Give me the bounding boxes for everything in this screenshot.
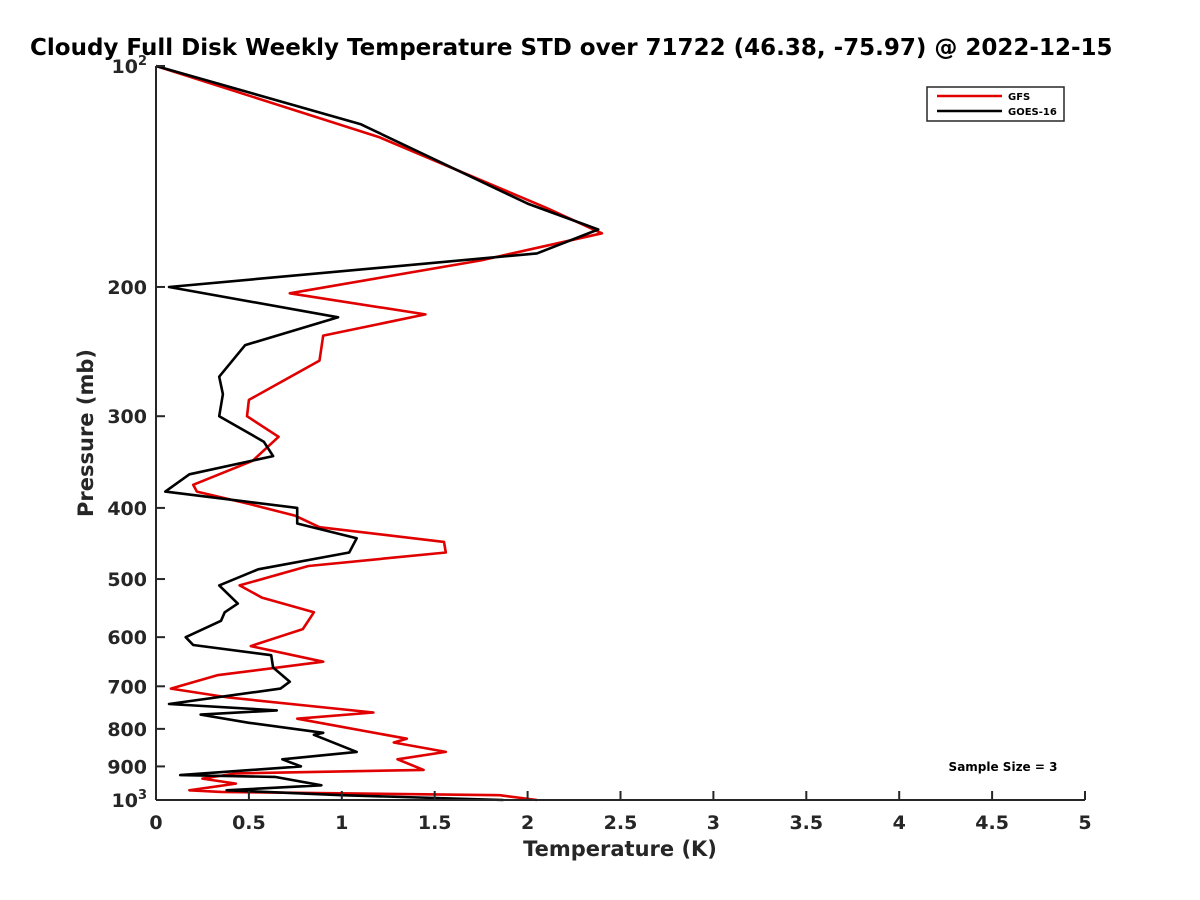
x-tick-label: 5 — [1078, 812, 1091, 834]
tick-labels: 0 0.5 1 1.5 2 2.5 3 3.5 4 4.5 5 102 200 300 400 500 600 7… — [107, 54, 1091, 834]
y-axis-label: Pressure (mb) — [74, 349, 98, 517]
axes — [155, 65, 1086, 801]
y-tick-label: 600 — [107, 627, 147, 649]
y-tick-label: 800 — [107, 719, 147, 741]
x-tick-label: 3.5 — [789, 812, 823, 834]
y-tick-label: 900 — [107, 756, 147, 778]
y-tick-label: 102 — [112, 54, 148, 78]
y-tick-label: 500 — [107, 569, 147, 591]
series-layer — [155, 64, 604, 802]
x-tick-label: 0 — [149, 812, 162, 834]
x-tick-label: 0.5 — [232, 812, 266, 834]
legend-label: GOES-16 — [1008, 107, 1057, 118]
chart-title: Cloudy Full Disk Weekly Temperature STD … — [30, 35, 1113, 61]
legend-label: GFS — [1008, 92, 1030, 103]
series-line-goes-16 — [155, 64, 600, 802]
series-line-gfs — [155, 64, 604, 802]
y-tick-label: 200 — [107, 277, 147, 299]
legend-box — [926, 86, 1065, 122]
plot-area — [156, 66, 1085, 800]
x-tick-label: 3 — [707, 812, 720, 834]
sample-size-annotation: Sample Size = 3 — [949, 760, 1058, 774]
x-tick-label: 4 — [893, 812, 906, 834]
legend: GFS GOES-16 — [926, 86, 1065, 122]
x-tick-label: 2 — [521, 812, 534, 834]
x-tick-label: 1.5 — [418, 812, 452, 834]
x-axis-label: Temperature (K) — [523, 837, 717, 861]
y-tick-label: 103 — [112, 788, 148, 812]
x-tick-label: 4.5 — [975, 812, 1009, 834]
x-tick-label: 1 — [335, 812, 348, 834]
plot-background — [156, 66, 1085, 800]
y-tick-label: 300 — [107, 406, 147, 428]
x-tick-label: 2.5 — [604, 812, 638, 834]
y-tick-label: 700 — [107, 676, 147, 698]
y-tick-label: 400 — [107, 498, 147, 520]
